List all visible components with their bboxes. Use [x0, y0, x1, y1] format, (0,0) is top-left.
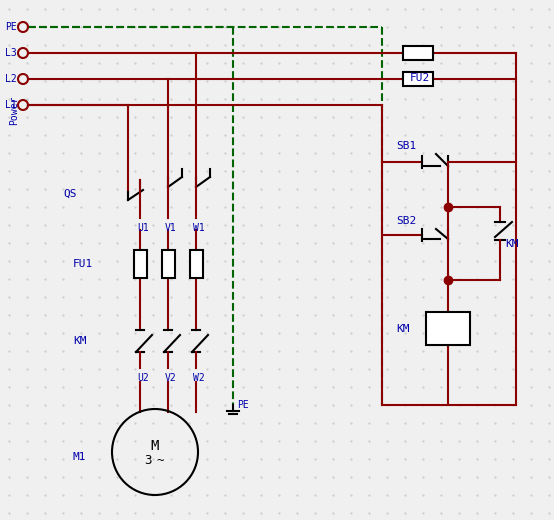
Text: ~: ~: [156, 454, 164, 467]
Bar: [162, 250, 175, 278]
Text: PE: PE: [5, 22, 17, 32]
Text: U1: U1: [137, 223, 149, 233]
Text: PE: PE: [237, 400, 249, 410]
Text: W2: W2: [193, 373, 205, 383]
Text: L1: L1: [5, 100, 17, 110]
Text: L2: L2: [5, 74, 17, 84]
Text: V1: V1: [165, 223, 177, 233]
Text: M: M: [151, 439, 159, 453]
Bar: [134, 250, 146, 278]
Text: W1: W1: [193, 223, 205, 233]
Text: M1: M1: [72, 452, 85, 462]
Bar: [426, 312, 470, 345]
Text: 3: 3: [144, 454, 152, 467]
Text: QS: QS: [63, 189, 76, 199]
Text: FU2: FU2: [410, 73, 430, 83]
Text: KM: KM: [505, 239, 519, 249]
Text: KM: KM: [396, 323, 409, 333]
Text: V2: V2: [165, 373, 177, 383]
Bar: [189, 250, 203, 278]
Text: Power: Power: [9, 96, 19, 125]
Text: SB1: SB1: [396, 141, 416, 151]
Text: L3: L3: [5, 48, 17, 58]
Text: FU1: FU1: [73, 259, 93, 269]
Text: KM: KM: [73, 336, 86, 346]
Bar: [403, 46, 433, 60]
Text: SB2: SB2: [396, 216, 416, 226]
Bar: [403, 72, 433, 86]
Text: U2: U2: [137, 373, 149, 383]
